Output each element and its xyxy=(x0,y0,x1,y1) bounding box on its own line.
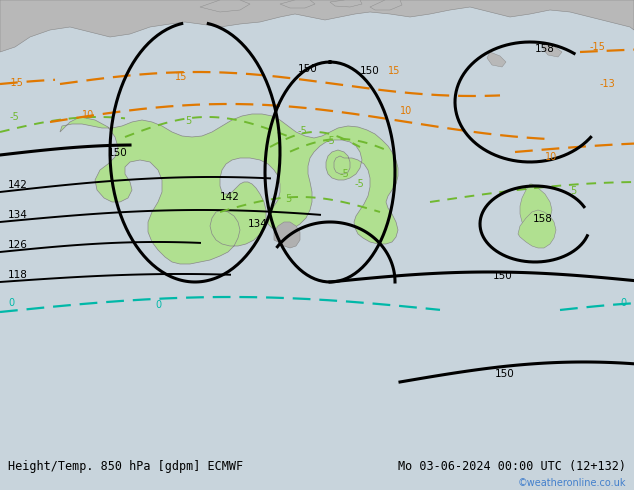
Text: 15: 15 xyxy=(388,66,401,76)
Text: -5: -5 xyxy=(355,179,365,189)
Text: -13: -13 xyxy=(600,79,616,89)
Polygon shape xyxy=(0,0,634,52)
Text: -15: -15 xyxy=(590,42,606,52)
Text: 150: 150 xyxy=(360,66,380,76)
Text: 15: 15 xyxy=(175,72,188,82)
Polygon shape xyxy=(487,52,506,67)
Polygon shape xyxy=(200,0,250,12)
Text: 0: 0 xyxy=(8,298,14,308)
Text: 5: 5 xyxy=(285,194,291,204)
Text: 150: 150 xyxy=(298,64,318,74)
Text: Height/Temp. 850 hPa [gdpm] ECMWF: Height/Temp. 850 hPa [gdpm] ECMWF xyxy=(8,460,243,473)
Text: -5: -5 xyxy=(10,112,20,122)
Text: 0: 0 xyxy=(620,298,626,308)
Polygon shape xyxy=(274,222,300,248)
Polygon shape xyxy=(330,0,362,7)
Text: -5: -5 xyxy=(340,169,350,179)
Polygon shape xyxy=(60,114,398,264)
Text: ©weatheronline.co.uk: ©weatheronline.co.uk xyxy=(518,478,626,488)
Text: 150: 150 xyxy=(108,148,127,158)
Polygon shape xyxy=(543,42,562,57)
Text: 134: 134 xyxy=(8,210,28,220)
Text: 10: 10 xyxy=(82,110,94,120)
Text: Mo 03-06-2024 00:00 UTC (12+132): Mo 03-06-2024 00:00 UTC (12+132) xyxy=(398,460,626,473)
Text: 158: 158 xyxy=(533,214,553,224)
Polygon shape xyxy=(280,0,315,8)
Text: 0: 0 xyxy=(155,300,161,310)
Text: -15: -15 xyxy=(8,78,24,88)
Text: -5: -5 xyxy=(326,136,336,146)
Polygon shape xyxy=(370,0,402,10)
Polygon shape xyxy=(518,210,556,248)
Text: 10: 10 xyxy=(545,152,557,162)
Text: 158: 158 xyxy=(535,44,555,54)
Text: 150: 150 xyxy=(495,369,515,379)
Text: 5: 5 xyxy=(185,116,191,126)
Text: 142: 142 xyxy=(220,192,240,202)
Text: 126: 126 xyxy=(8,240,28,250)
Text: -5: -5 xyxy=(298,126,307,136)
Text: 10: 10 xyxy=(400,106,412,116)
Text: 150: 150 xyxy=(493,271,513,281)
Text: 134: 134 xyxy=(248,219,268,229)
Text: 142: 142 xyxy=(8,180,28,190)
Text: 118: 118 xyxy=(8,270,28,280)
Polygon shape xyxy=(520,184,552,230)
Text: 5: 5 xyxy=(570,186,576,196)
